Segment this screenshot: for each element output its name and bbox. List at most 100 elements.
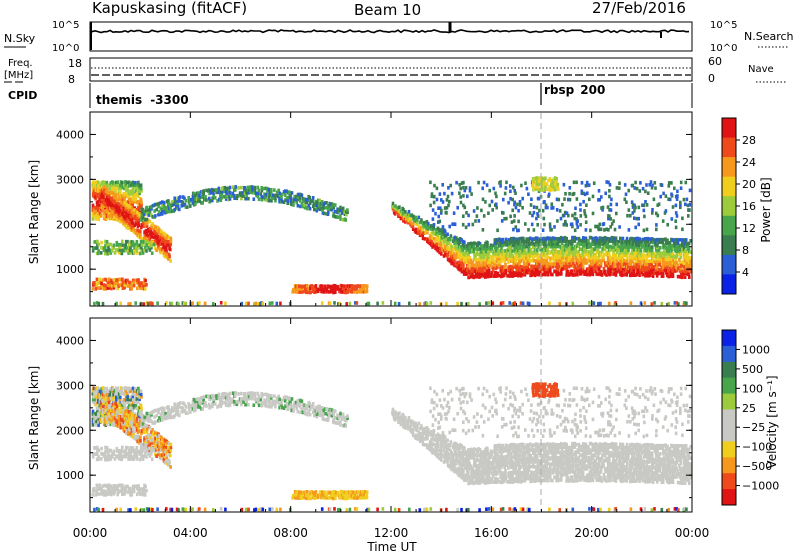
velocity-cell [132, 486, 136, 491]
power-cell [304, 197, 308, 202]
power-cell [469, 269, 473, 273]
power-cell [583, 255, 586, 260]
velocity-cell [131, 392, 135, 396]
power-cell [620, 264, 623, 269]
power-cell [456, 252, 459, 256]
power-cell [548, 267, 552, 271]
power-cell [133, 228, 137, 233]
velocity-cell [117, 392, 121, 396]
velocity-cell [147, 444, 150, 449]
velocity-cell [160, 439, 164, 443]
power-cell [529, 236, 532, 241]
power-cell [634, 239, 637, 244]
power-cell [636, 267, 640, 272]
power-cell [107, 245, 110, 250]
power-cell [330, 207, 334, 212]
power-cell [557, 261, 560, 266]
velocity-cell [125, 411, 128, 416]
power-cell [579, 202, 582, 207]
date-title: 27/Feb/2016 [592, 0, 686, 17]
power-cell [115, 198, 119, 203]
power-cell [543, 236, 546, 241]
velocity-cell [139, 392, 143, 397]
power-cell [487, 265, 491, 270]
power-cell [588, 242, 591, 246]
power-cell [457, 247, 460, 252]
power-cell [510, 274, 513, 278]
power-cell [645, 203, 649, 207]
power-cell [300, 284, 304, 289]
power-cell [441, 229, 444, 234]
power-cell [162, 202, 166, 207]
power-cell [156, 235, 160, 239]
velocity-cell [142, 446, 146, 450]
power-cell [555, 197, 559, 202]
power-cell [496, 238, 499, 242]
power-cell [147, 238, 150, 243]
power-cell [522, 251, 526, 255]
power-cell [271, 301, 274, 305]
velocity-cell [115, 420, 118, 424]
power-cell [555, 180, 558, 184]
power-cell [658, 254, 662, 259]
power-cell [169, 236, 173, 241]
power-cell [575, 217, 578, 221]
power-cell [148, 210, 152, 215]
power-cell [264, 198, 268, 202]
velocity-cell [109, 406, 113, 410]
power-cell [549, 179, 553, 183]
power-cell [165, 253, 168, 257]
velocity-cell [163, 438, 167, 443]
power-cell [101, 200, 105, 205]
power-cell [244, 301, 248, 306]
power-cell [645, 245, 649, 250]
power-cell [429, 180, 432, 185]
power-cell [299, 284, 302, 288]
velocity-cell [157, 452, 160, 456]
power-cell [145, 249, 148, 253]
velocity-cell [169, 442, 173, 447]
power-cell [135, 240, 139, 244]
power-cell [565, 223, 568, 227]
power-cell [95, 200, 99, 205]
power-cell [344, 285, 348, 289]
power-cell [429, 203, 432, 208]
power-cell [464, 253, 467, 257]
power-cell [402, 216, 406, 221]
power-cell [224, 301, 227, 306]
power-cell [132, 226, 136, 231]
velocity-cell [112, 392, 115, 397]
power-cell [120, 197, 124, 201]
velocity-cell [137, 425, 140, 430]
power-cell [468, 242, 472, 246]
power-cell [130, 218, 134, 222]
power-cell [556, 264, 560, 268]
power-cell [642, 208, 646, 213]
power-cell [562, 255, 565, 260]
power-cell [296, 287, 299, 291]
power-cell [602, 222, 606, 226]
power-cell [564, 219, 567, 224]
power-cell [541, 264, 545, 269]
velocity-cell [151, 446, 154, 451]
power-cell [152, 242, 156, 247]
power-cell [134, 189, 138, 193]
power-cell [660, 257, 663, 261]
velocity-cell [102, 388, 106, 393]
power-cell [670, 181, 673, 185]
power-cell [93, 283, 96, 287]
velocity-cell [139, 439, 142, 443]
power-cell [101, 246, 104, 250]
power-cell [494, 237, 498, 242]
power-cell [463, 188, 467, 193]
power-cell [167, 252, 171, 257]
power-cell [562, 253, 565, 258]
power-cell [476, 260, 480, 264]
velocity-cell [109, 489, 112, 493]
power-cell [644, 189, 647, 194]
power-cell [140, 216, 143, 221]
power-cell [480, 208, 483, 213]
power-cell [406, 212, 410, 216]
power-cell [145, 221, 149, 226]
power-cell [157, 212, 160, 217]
